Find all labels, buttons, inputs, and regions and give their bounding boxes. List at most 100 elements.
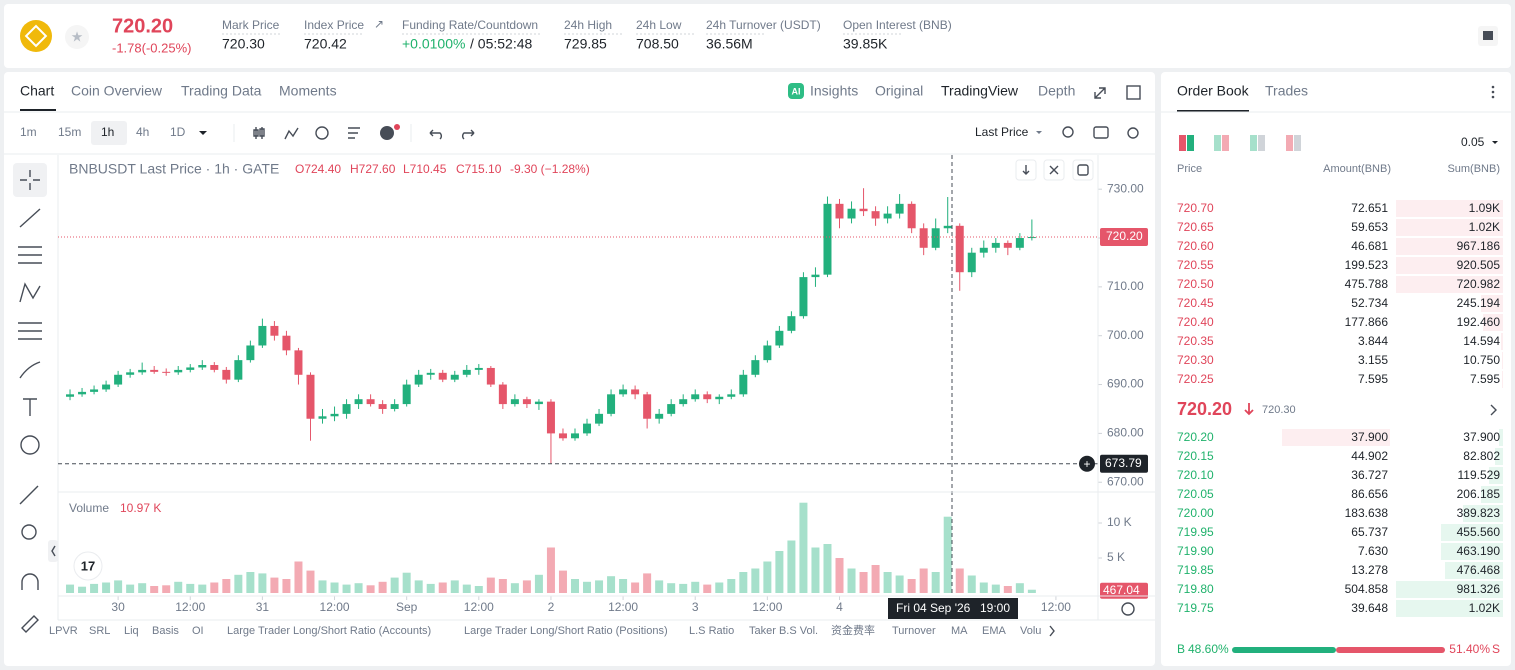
favorite[interactable] bbox=[65, 25, 89, 49]
tab[interactable]: Coin Overview bbox=[71, 83, 163, 99]
book-price[interactable]: 720.30 bbox=[1177, 353, 1214, 367]
fib-tool[interactable] bbox=[18, 246, 42, 264]
book-amount: 7.595 bbox=[1358, 372, 1388, 386]
emoji-tool[interactable] bbox=[20, 435, 40, 455]
stat-value: 729.85 bbox=[564, 36, 607, 52]
book-price[interactable]: 720.25 bbox=[1177, 372, 1214, 386]
indicator[interactable]: LPVR bbox=[49, 625, 78, 637]
book-price[interactable]: 720.10 bbox=[1177, 468, 1214, 482]
indicator[interactable]: SRL bbox=[89, 625, 110, 637]
candle-icon[interactable] bbox=[253, 127, 265, 139]
cross-tool[interactable] bbox=[20, 170, 40, 190]
indicator[interactable]: MA bbox=[951, 625, 968, 637]
volume-bar bbox=[991, 584, 1000, 593]
candle-body bbox=[895, 203, 904, 214]
window-icon[interactable] bbox=[1126, 85, 1141, 100]
settings-icon[interactable] bbox=[1127, 127, 1139, 139]
collapse-tab[interactable] bbox=[48, 540, 58, 562]
tab[interactable]: Moments bbox=[279, 83, 337, 99]
brush-tool[interactable] bbox=[19, 361, 41, 379]
mid-arrow[interactable] bbox=[1490, 404, 1497, 416]
indicator-icon[interactable] bbox=[284, 127, 299, 140]
view-tab[interactable]: Depth bbox=[1038, 83, 1075, 99]
book-price[interactable]: 720.55 bbox=[1177, 258, 1214, 272]
more-arrow[interactable] bbox=[1049, 625, 1055, 637]
replay-icon[interactable] bbox=[315, 126, 329, 140]
book-price[interactable]: 720.15 bbox=[1177, 449, 1214, 463]
tab[interactable]: Trading Data bbox=[181, 83, 262, 99]
zoom-tool[interactable] bbox=[21, 524, 37, 540]
pattern-tool[interactable] bbox=[19, 282, 41, 303]
candle-body bbox=[799, 277, 808, 317]
indicator[interactable]: Basis bbox=[152, 625, 179, 637]
view-bids[interactable] bbox=[1214, 135, 1221, 151]
book-tab[interactable]: Trades bbox=[1265, 83, 1308, 99]
indicator[interactable]: 资金费率 bbox=[831, 623, 875, 637]
view-tab[interactable]: TradingView bbox=[941, 83, 1019, 99]
indicator[interactable]: Liq bbox=[124, 625, 139, 637]
book-price[interactable]: 720.20 bbox=[1177, 430, 1214, 444]
book-price[interactable]: 720.45 bbox=[1177, 296, 1214, 310]
volume-bar bbox=[426, 583, 435, 593]
redo-icon[interactable] bbox=[462, 129, 475, 140]
book-sum: 920.505 bbox=[1457, 258, 1501, 272]
candle-body bbox=[342, 404, 351, 414]
indicator[interactable]: Large Trader Long/Short Ratio (Accounts) bbox=[227, 625, 431, 637]
book-price[interactable]: 720.60 bbox=[1177, 239, 1214, 253]
interval[interactable]: 1m bbox=[20, 125, 37, 139]
volume-bar bbox=[835, 558, 844, 593]
book-price[interactable]: 719.95 bbox=[1177, 525, 1214, 539]
book-price[interactable]: 720.65 bbox=[1177, 220, 1214, 234]
camera-icon[interactable] bbox=[1093, 126, 1109, 139]
book-price[interactable]: 720.50 bbox=[1177, 277, 1214, 291]
book-price[interactable]: 720.70 bbox=[1177, 201, 1214, 215]
book-price[interactable]: 719.85 bbox=[1177, 563, 1214, 577]
book-price[interactable]: 719.80 bbox=[1177, 582, 1214, 596]
search-icon[interactable] bbox=[1062, 126, 1074, 138]
indicator[interactable]: OI bbox=[192, 625, 204, 637]
text-tool[interactable] bbox=[23, 398, 37, 416]
layout-button[interactable] bbox=[1072, 159, 1094, 181]
book-tab[interactable]: Order Book bbox=[1177, 83, 1250, 99]
interval[interactable]: 15m bbox=[58, 125, 81, 139]
crosshair-add[interactable] bbox=[1079, 455, 1095, 472]
undo-icon[interactable] bbox=[429, 129, 442, 140]
axis-settings[interactable] bbox=[1121, 602, 1135, 616]
line-tool[interactable] bbox=[19, 208, 41, 228]
indicator[interactable]: Volu bbox=[1020, 625, 1041, 637]
indicator[interactable]: Large Trader Long/Short Ratio (Positions… bbox=[464, 625, 668, 637]
tab[interactable]: Chart bbox=[20, 83, 54, 99]
book-price[interactable]: 720.35 bbox=[1177, 334, 1214, 348]
book-price[interactable]: 720.05 bbox=[1177, 487, 1214, 501]
add-icon[interactable] bbox=[380, 126, 394, 140]
tick-size[interactable]: 0.05 bbox=[1461, 135, 1485, 149]
fullscreen-icon[interactable] bbox=[1094, 87, 1106, 99]
price-type[interactable]: Last Price bbox=[975, 125, 1029, 139]
book-price[interactable]: 720.00 bbox=[1177, 506, 1214, 520]
volume-bar bbox=[799, 502, 808, 593]
interval[interactable]: 1D bbox=[170, 125, 186, 139]
view-both[interactable] bbox=[1179, 135, 1186, 151]
candle-body bbox=[775, 330, 784, 346]
book-price[interactable]: 720.40 bbox=[1177, 315, 1214, 329]
view-x[interactable] bbox=[1286, 135, 1293, 151]
book-price[interactable]: 719.90 bbox=[1177, 544, 1214, 558]
dropdown[interactable] bbox=[199, 131, 207, 135]
interval[interactable]: 1h bbox=[101, 125, 114, 139]
book-amount: 199.523 bbox=[1345, 258, 1389, 272]
book-price[interactable]: 719.75 bbox=[1177, 601, 1214, 615]
ruler-tool[interactable] bbox=[19, 485, 39, 505]
pencil-tool[interactable] bbox=[21, 615, 39, 633]
magnet-tool[interactable] bbox=[21, 573, 39, 590]
view-asks[interactable] bbox=[1250, 135, 1257, 151]
indicator[interactable]: Turnover bbox=[892, 625, 936, 637]
interval[interactable]: 4h bbox=[136, 125, 149, 139]
more[interactable] bbox=[1491, 85, 1495, 89]
indicator[interactable]: L.S Ratio bbox=[689, 625, 734, 637]
view-tab[interactable]: Original bbox=[875, 83, 923, 99]
prediction-tool[interactable] bbox=[18, 322, 42, 340]
indicator[interactable]: EMA bbox=[982, 625, 1007, 637]
view-tab[interactable]: Insights bbox=[810, 83, 858, 99]
template-icon[interactable] bbox=[348, 127, 360, 139]
indicator[interactable]: Taker B.S Vol. bbox=[749, 625, 818, 637]
